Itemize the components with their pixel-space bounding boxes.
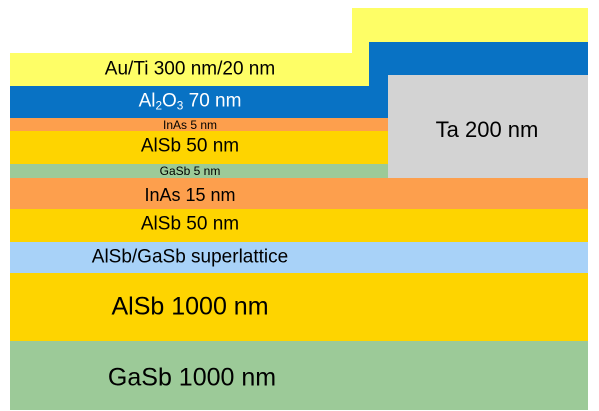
layer-alsb-lower	[10, 209, 588, 242]
label-gasb-5: GaSb 5 nm	[159, 164, 221, 178]
layer-gasb-5	[10, 164, 388, 178]
layer-inas-15	[10, 178, 588, 209]
al2o3-shape	[10, 42, 588, 118]
label-superlattice: AlSb/GaSb superlattice	[91, 246, 289, 268]
al2o3-prefix: Al	[138, 90, 156, 112]
label-alsb-lower: AlSb 50 nm	[140, 213, 240, 235]
al2o3-sub-3: 3	[176, 99, 184, 113]
label-au-ti: Au/Ti 300 nm/20 nm	[104, 58, 276, 80]
label-inas-15: InAs 15 nm	[144, 185, 236, 205]
label-alsb-upper: AlSb 50 nm	[140, 135, 240, 157]
layer-alsb-upper	[10, 131, 388, 164]
layer-superlattice	[10, 242, 588, 273]
label-al2o3: Al2O3 70 nm	[138, 90, 242, 113]
layer-ta	[388, 75, 588, 178]
label-alsb-buffer: AlSb 1000 nm	[111, 292, 269, 321]
layer-inas-5	[10, 118, 388, 131]
label-inas-5: InAs 5 nm	[162, 118, 218, 132]
label-ta: Ta 200 nm	[435, 117, 539, 142]
label-gasb-substrate: GaSb 1000 nm	[107, 363, 277, 392]
layer-gasb-substrate	[10, 341, 588, 410]
al2o3-mid: O	[162, 90, 177, 112]
al2o3-sub-2: 2	[155, 99, 163, 113]
layer-alsb-buffer	[10, 273, 588, 341]
al2o3-suffix: 70 nm	[183, 90, 242, 112]
au-ti-shape	[10, 8, 588, 86]
